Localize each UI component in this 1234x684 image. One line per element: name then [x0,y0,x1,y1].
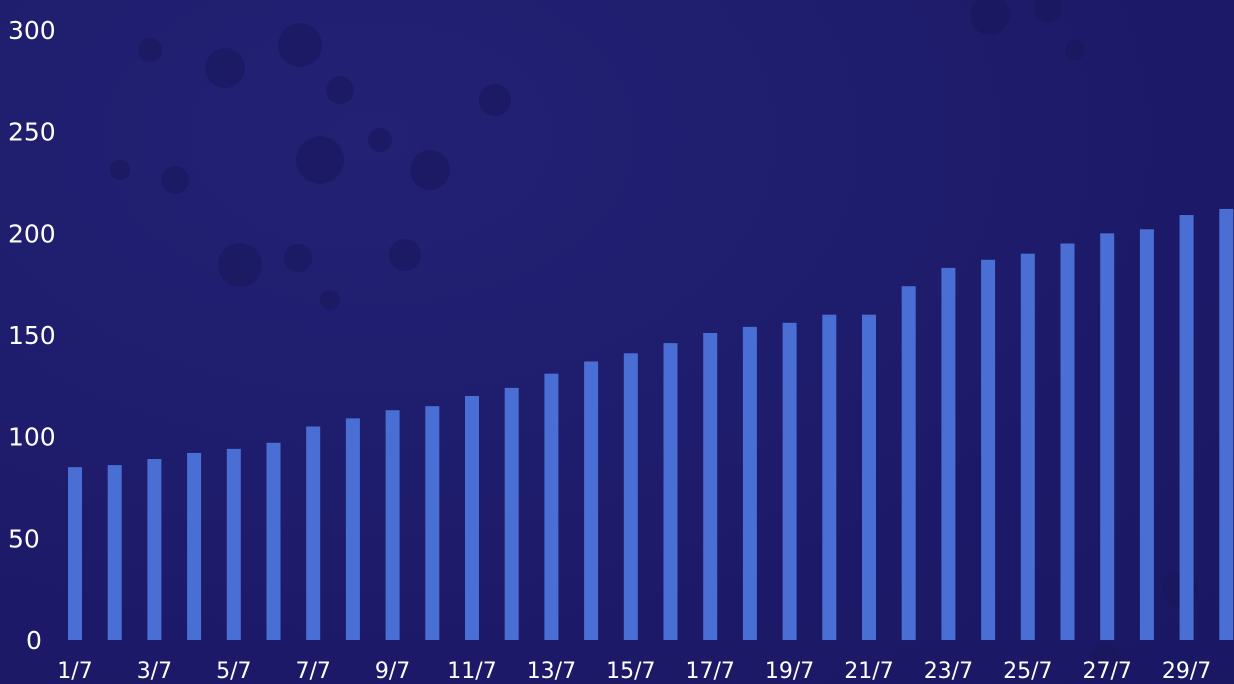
bar-series [68,208,1234,641]
bar [782,322,797,640]
x-tick-label: 3/7 [137,659,172,684]
x-tick-label: 13/7 [527,659,576,684]
x-tick-label: 25/7 [1003,659,1052,684]
bar [1020,253,1035,640]
decoration-blob [1034,0,1062,22]
bar [1219,208,1234,640]
bar [187,452,202,640]
bar [981,259,996,640]
bar [68,467,82,640]
bar [623,353,638,640]
bar [703,332,718,640]
bar [226,448,241,640]
decoration-blob [205,48,245,88]
decoration-blob [218,243,262,287]
decoration-blob [296,136,344,184]
decoration-blob [1089,644,1121,676]
bar [941,267,956,640]
bar [901,286,916,640]
decoration-blob [138,38,162,62]
bar [584,361,599,640]
bar [544,373,559,640]
decoration-blob [410,150,450,190]
decoration-blob [110,160,130,180]
y-tick-label: 150 [8,321,56,350]
y-tick-label: 250 [8,118,56,147]
x-tick-label: 15/7 [606,659,655,684]
bar [663,343,678,640]
bar [147,459,162,640]
decoration-blob [320,290,340,310]
y-tick-label: 200 [8,219,56,248]
y-tick-label: 100 [8,423,56,452]
decoration-blob [970,0,1010,35]
x-tick-label: 1/7 [57,659,92,684]
x-tick-label: 5/7 [216,659,251,684]
decoration-blob [1065,40,1085,60]
bar [1060,243,1075,640]
bar [266,442,281,640]
bar [1179,215,1194,641]
decoration-blob [479,84,511,116]
bar [504,387,519,640]
y-axis: 0 50 100 150 200 250 300 [8,16,56,655]
x-axis: 1/7 3/7 5/7 7/7 9/7 11/7 13/7 15/7 17/7 19/7 21/7 2… [57,659,1211,684]
x-tick-label: 23/7 [924,659,973,684]
x-tick-label: 11/7 [447,659,496,684]
x-tick-label: 29/7 [1162,659,1211,684]
bar [822,314,837,640]
bar [107,465,122,640]
decoration-blob [389,239,421,271]
bar [425,406,440,640]
y-tick-label: 0 [26,626,42,655]
x-tick-label: 9/7 [375,659,410,684]
x-tick-label: 27/7 [1082,659,1131,684]
decoration-blob [326,76,354,104]
decoration-blob [284,244,312,272]
decoration-blob [161,166,189,194]
bar [385,410,400,640]
bar [306,426,321,640]
y-tick-label: 300 [8,16,56,45]
x-tick-label: 17/7 [685,659,734,684]
x-tick-label: 21/7 [844,659,893,684]
decoration-blob [368,128,392,152]
x-tick-label: 7/7 [295,659,330,684]
bar [862,314,876,640]
bar [345,418,360,640]
background-decoration [110,0,1198,676]
y-tick-label: 50 [8,524,40,553]
bar [1100,233,1115,641]
bar [742,326,757,640]
x-tick-label: 19/7 [765,659,814,684]
bar [1139,229,1154,640]
decoration-blob [278,23,322,67]
bar [465,396,479,640]
